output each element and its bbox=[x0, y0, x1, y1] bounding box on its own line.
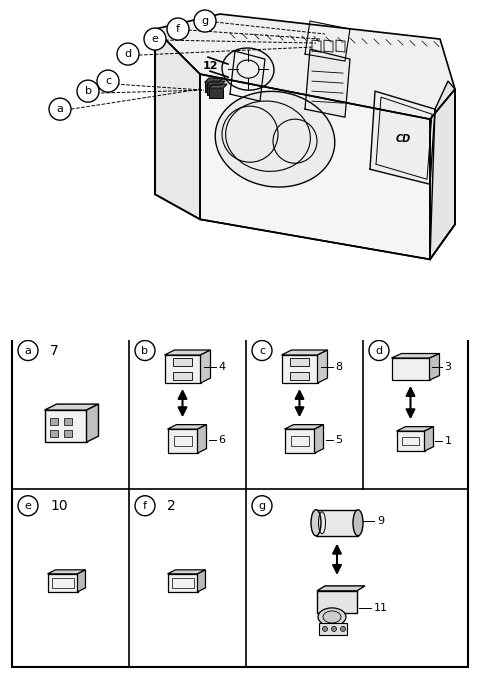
Bar bbox=[51, 578, 73, 588]
Polygon shape bbox=[48, 570, 85, 574]
Circle shape bbox=[144, 28, 166, 50]
Polygon shape bbox=[155, 29, 200, 219]
Polygon shape bbox=[45, 410, 86, 442]
Polygon shape bbox=[424, 426, 433, 451]
Polygon shape bbox=[201, 350, 211, 383]
Polygon shape bbox=[168, 574, 197, 592]
Text: 7: 7 bbox=[50, 344, 59, 358]
Polygon shape bbox=[314, 424, 324, 453]
Polygon shape bbox=[370, 91, 435, 184]
Ellipse shape bbox=[332, 627, 336, 631]
Circle shape bbox=[49, 98, 71, 120]
Polygon shape bbox=[430, 354, 440, 380]
Bar bbox=[209, 88, 223, 98]
Circle shape bbox=[117, 43, 139, 65]
Polygon shape bbox=[281, 350, 327, 355]
Bar bbox=[207, 85, 221, 95]
Polygon shape bbox=[396, 431, 424, 451]
Circle shape bbox=[167, 18, 189, 40]
Text: e: e bbox=[152, 34, 158, 44]
Text: f: f bbox=[143, 500, 147, 511]
Circle shape bbox=[194, 10, 216, 32]
Text: 6: 6 bbox=[218, 435, 226, 445]
Text: d: d bbox=[124, 49, 132, 59]
Polygon shape bbox=[168, 429, 197, 453]
Polygon shape bbox=[285, 424, 324, 429]
Bar bbox=[49, 430, 58, 437]
Bar bbox=[316, 510, 358, 536]
Text: f: f bbox=[176, 24, 180, 34]
Ellipse shape bbox=[323, 627, 327, 631]
Ellipse shape bbox=[323, 611, 341, 623]
Text: CD: CD bbox=[396, 134, 410, 144]
Polygon shape bbox=[168, 424, 206, 429]
Ellipse shape bbox=[311, 510, 321, 536]
Text: b: b bbox=[84, 86, 92, 96]
Polygon shape bbox=[392, 358, 430, 380]
Bar bbox=[173, 372, 192, 380]
Polygon shape bbox=[392, 354, 440, 358]
Bar bbox=[63, 418, 72, 425]
Polygon shape bbox=[430, 81, 455, 259]
Text: 2: 2 bbox=[167, 499, 176, 513]
Bar bbox=[290, 437, 309, 446]
Text: c: c bbox=[259, 346, 265, 356]
Text: b: b bbox=[142, 346, 148, 356]
Bar bbox=[49, 418, 58, 425]
Bar bbox=[63, 430, 72, 437]
Text: a: a bbox=[24, 346, 31, 356]
Text: d: d bbox=[375, 346, 383, 356]
Polygon shape bbox=[48, 574, 77, 592]
Polygon shape bbox=[281, 355, 317, 383]
Ellipse shape bbox=[353, 510, 363, 536]
Polygon shape bbox=[165, 355, 201, 383]
Polygon shape bbox=[155, 14, 455, 120]
Text: 9: 9 bbox=[377, 516, 384, 526]
Text: g: g bbox=[258, 500, 265, 511]
Polygon shape bbox=[77, 570, 85, 592]
Circle shape bbox=[97, 70, 119, 92]
Text: 4: 4 bbox=[218, 362, 226, 372]
Bar bbox=[319, 623, 347, 635]
Polygon shape bbox=[165, 350, 211, 355]
Ellipse shape bbox=[318, 608, 346, 626]
Bar bbox=[289, 372, 310, 380]
Polygon shape bbox=[209, 84, 227, 88]
Text: 11: 11 bbox=[374, 603, 388, 613]
Text: a: a bbox=[57, 104, 63, 114]
Polygon shape bbox=[396, 426, 433, 431]
Polygon shape bbox=[317, 586, 365, 591]
Polygon shape bbox=[200, 74, 430, 259]
Text: e: e bbox=[24, 500, 31, 511]
Bar bbox=[205, 82, 219, 92]
Text: 1: 1 bbox=[444, 436, 452, 446]
Ellipse shape bbox=[215, 92, 335, 187]
Bar bbox=[173, 437, 192, 446]
Polygon shape bbox=[86, 404, 98, 442]
Bar bbox=[317, 591, 357, 613]
Circle shape bbox=[77, 80, 99, 102]
Polygon shape bbox=[45, 404, 98, 410]
Polygon shape bbox=[285, 429, 314, 453]
Text: 3: 3 bbox=[444, 362, 452, 372]
Text: 8: 8 bbox=[336, 362, 343, 372]
Text: 5: 5 bbox=[336, 435, 343, 445]
Polygon shape bbox=[317, 350, 327, 383]
Bar bbox=[173, 358, 192, 366]
Bar bbox=[289, 358, 310, 366]
Text: c: c bbox=[105, 76, 111, 86]
Text: 10: 10 bbox=[50, 499, 68, 513]
Text: g: g bbox=[202, 16, 209, 26]
Text: 12: 12 bbox=[202, 61, 218, 71]
Polygon shape bbox=[168, 570, 205, 574]
Polygon shape bbox=[197, 424, 206, 453]
Polygon shape bbox=[207, 81, 225, 85]
Ellipse shape bbox=[340, 627, 346, 631]
Bar bbox=[171, 578, 193, 588]
Bar bbox=[402, 437, 419, 445]
Polygon shape bbox=[430, 89, 455, 259]
Polygon shape bbox=[205, 78, 223, 82]
Polygon shape bbox=[197, 570, 205, 592]
Polygon shape bbox=[305, 49, 350, 117]
